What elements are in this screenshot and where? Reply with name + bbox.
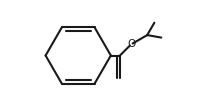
Text: O: O: [127, 39, 135, 49]
